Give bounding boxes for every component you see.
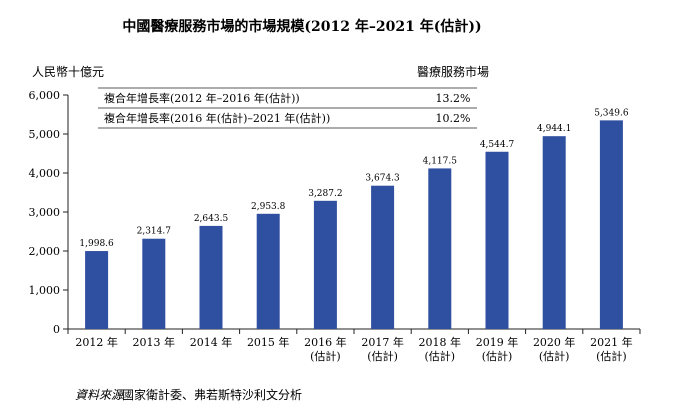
x-tick-label: 2021 年	[590, 335, 633, 349]
x-tick-label: 2020 年	[533, 335, 576, 349]
x-tick-label: 2018 年	[419, 335, 462, 349]
cagr-table: 醫療服務市場 複合年增長率(2012 年–2016 年(估計)) 13.2% 複…	[98, 64, 489, 129]
x-tick-label: 2015 年	[247, 335, 290, 349]
x-tick-label: 2019 年	[476, 335, 519, 349]
y-tick-label: 0	[53, 323, 60, 336]
x-tick-label: (估計)	[425, 349, 456, 363]
y-tick-label: 1,000	[29, 284, 61, 297]
bar	[428, 168, 452, 329]
bar-value-label: 1,998.6	[79, 239, 114, 249]
bar	[599, 120, 623, 329]
bar	[199, 225, 223, 329]
x-tick-label: 2014 年	[190, 335, 233, 349]
bar	[485, 151, 509, 329]
chart-title: 中國醫療服務市場的市場規模(2012 年–2021 年(估計))	[122, 18, 481, 35]
bar-value-label: 4,544.7	[480, 140, 515, 150]
source-text: :國家衛計委、弗若斯特沙利文分析	[118, 387, 302, 402]
bar	[142, 238, 166, 329]
cagr-row-1-value: 13.2%	[436, 92, 471, 105]
source-label: 資料來源	[75, 388, 125, 402]
y-axis-label: 人民幣十億元	[32, 65, 104, 79]
bar-value-label: 5,349.6	[594, 108, 629, 118]
x-tick-label: (估計)	[596, 349, 627, 363]
x-tick-label: 2017 年	[361, 335, 404, 349]
y-tick-label: 5,000	[29, 128, 61, 141]
x-tick-label: 2013 年	[133, 335, 176, 349]
bar	[542, 136, 566, 329]
y-tick-label: 4,000	[29, 167, 61, 180]
bar-value-label: 4,117.5	[423, 156, 458, 166]
cagr-row-1-label: 複合年增長率(2012 年–2016 年(估計))	[104, 91, 300, 105]
x-tick-label: 2016 年	[304, 335, 347, 349]
y-tick-label: 2,000	[29, 245, 61, 258]
x-tick-label: (估計)	[367, 349, 398, 363]
x-tick-label: (估計)	[310, 349, 341, 363]
bar-value-label: 3,287.2	[308, 189, 342, 199]
cagr-row-2-value: 10.2%	[436, 112, 471, 125]
y-tick-label: 6,000	[29, 89, 61, 102]
x-tick-label: (估計)	[539, 349, 570, 363]
cagr-table-header: 醫療服務市場	[417, 64, 489, 79]
bar	[371, 185, 395, 329]
bar	[85, 251, 109, 329]
bars-group: 1,998.6 2012 年 2,314.7 2013 年 2,643.5 2014 年 2…	[75, 108, 632, 363]
cagr-row-2-label: 複合年增長率(2016 年(估計)–2021 年(估計))	[104, 111, 330, 125]
x-tick-label: 2012 年	[75, 335, 118, 349]
bar-value-label: 2,314.7	[137, 227, 172, 237]
bar-value-label: 2,953.8	[251, 202, 286, 212]
bar	[256, 213, 280, 329]
chart-axes: 0 1,000 2,000 3,000 4,000 5,000 6,000	[29, 89, 641, 336]
bar-value-label: 4,944.1	[537, 124, 571, 134]
bar-value-label: 2,643.5	[194, 214, 229, 224]
x-tick-label: (估計)	[482, 349, 513, 363]
y-tick-label: 3,000	[29, 206, 61, 219]
bar	[313, 200, 337, 329]
bar-value-label: 3,674.3	[365, 174, 400, 184]
